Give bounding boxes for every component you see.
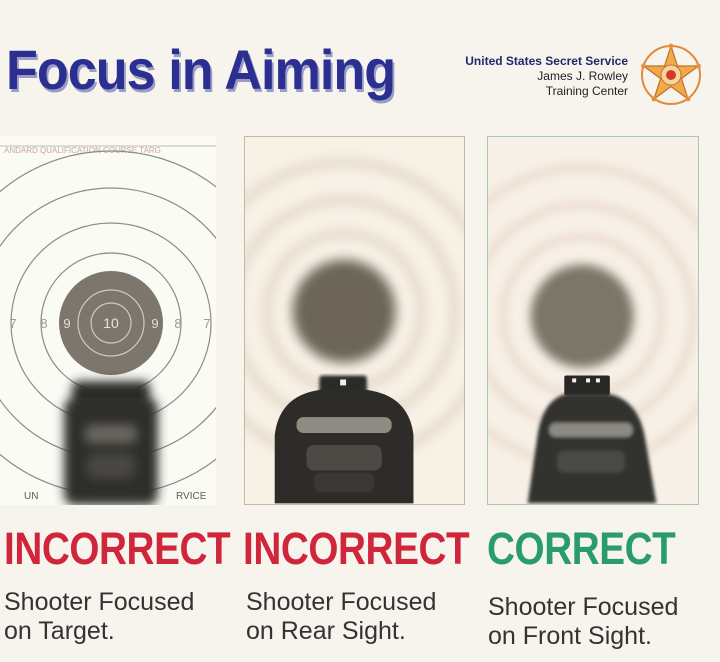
gun-sights [527, 375, 657, 504]
blurred-gun-sights [64, 381, 158, 505]
agency-line-3: Training Center [545, 84, 628, 98]
target-in-focus-image: ANDARD QUALIFICATION COURSE TARG 7 8 9 1… [0, 145, 216, 505]
caption-line-1: Shooter Focused [4, 588, 195, 616]
panel-focus-on-rear-sight [244, 136, 465, 505]
verdict-incorrect-label: INCORRECT [243, 523, 470, 574]
panel-focus-on-front-sight [487, 136, 699, 505]
agency-line-2: James J. Rowley [537, 69, 628, 83]
secret-service-star-badge-icon [641, 43, 701, 105]
caption-line-1: Shooter Focused [246, 588, 437, 616]
ring-number: 10 [103, 315, 119, 331]
ring-number: 9 [63, 316, 70, 331]
verdict-incorrect-label: INCORRECT [4, 523, 231, 574]
panel-focus-on-target: ANDARD QUALIFICATION COURSE TARG 7 8 9 1… [0, 136, 216, 505]
caption-rear-sight: Shooter Focused on Rear Sight. [246, 588, 436, 646]
caption-front-sight: Shooter Focused on Front Sight. [488, 593, 678, 651]
ring-number: 9 [151, 316, 158, 331]
caption-line-2: on Rear Sight. [246, 617, 406, 645]
ring-number: 8 [40, 316, 47, 331]
target-footer-right: RVICE [176, 491, 207, 502]
rear-sight-in-focus-image [245, 159, 464, 504]
ring-number: 7 [203, 316, 210, 331]
agency-name: United States Secret Service [465, 54, 628, 68]
caption-line-2: on Front Sight. [488, 622, 652, 650]
page-title: Focus in Aiming [6, 38, 396, 101]
ring-number: 8 [174, 316, 181, 331]
agency-block: United States Secret Service James J. Ro… [465, 54, 628, 99]
caption-line-1: Shooter Focused [488, 593, 679, 621]
caption-target: Shooter Focused on Target. [4, 588, 194, 646]
ring-number: 7 [9, 316, 16, 331]
gun-sights [274, 375, 414, 504]
verdict-correct-label: CORRECT [487, 523, 676, 574]
caption-line-2: on Target. [4, 617, 115, 645]
front-sight-in-focus-image [488, 165, 698, 504]
target-footer-left: UN [24, 491, 38, 502]
target-header-text: ANDARD QUALIFICATION COURSE TARG [4, 146, 161, 155]
